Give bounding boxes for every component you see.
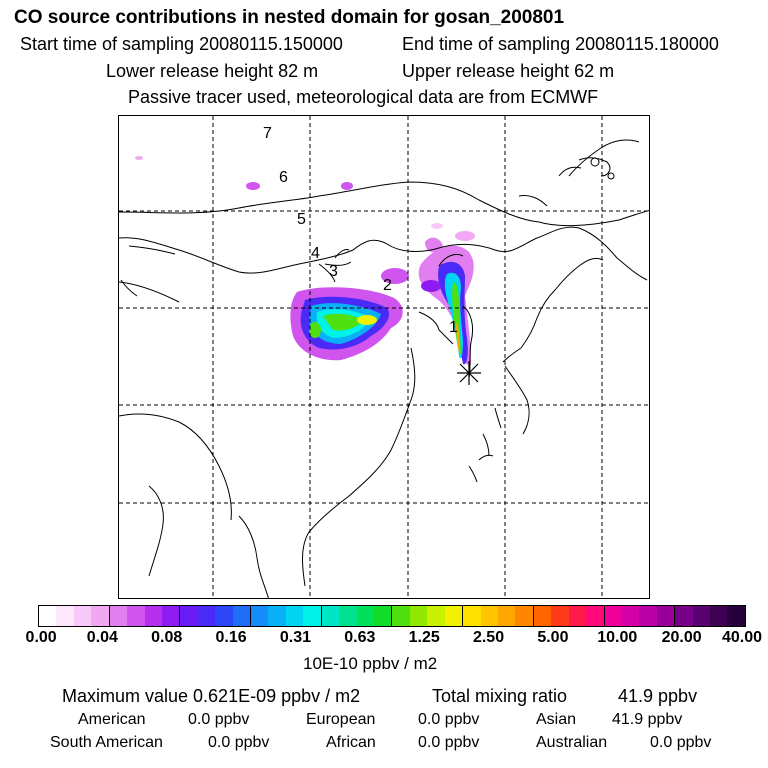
colorbar-tick-labels: 0.00 0.04 0.08 0.16 0.31 0.63 1.25 2.50 5.00 10.0… — [0, 629, 768, 649]
colorbar-segment — [127, 606, 145, 626]
colorbar-segment — [356, 606, 375, 626]
colorbar-tick-label: 0.31 — [279, 629, 312, 646]
trajectory-labels: 7 6 5 4 3 2 1 — [263, 125, 458, 336]
station-asterisk-icon — [457, 361, 481, 385]
contribution-value: 41.9 ppbv — [612, 711, 683, 728]
trajectory-label-7: 7 — [263, 125, 272, 142]
map-canvas: 7 6 5 4 3 2 1 — [119, 116, 649, 598]
total-mixing-ratio-value: 41.9 ppbv — [618, 686, 698, 706]
end-time-label: End time of sampling 20080115.180000 — [402, 34, 719, 54]
colorbar-segment — [303, 606, 321, 626]
colorbar-tick-label: 40.00 — [721, 629, 763, 646]
colorbar-segment — [568, 606, 587, 626]
colorbar-segment — [532, 606, 552, 626]
colorbar-tick-label: 1.25 — [408, 629, 440, 646]
colorbar-segment — [692, 606, 711, 626]
colorbar-segment — [727, 606, 745, 626]
colorbar-segment — [144, 606, 162, 626]
graticule — [119, 116, 649, 598]
concentration-field — [135, 156, 475, 365]
colorbar-segment — [586, 606, 604, 626]
colorbar-segment — [639, 606, 657, 626]
colorbar-segment — [108, 606, 128, 626]
colorbar-segment — [515, 606, 533, 626]
colorbar-segment — [603, 606, 622, 626]
contribution-name: European — [306, 711, 376, 728]
colorbar-segment — [215, 606, 233, 626]
trajectory-label-2: 2 — [383, 277, 392, 294]
colorbar-segment — [39, 606, 57, 626]
colorbar-segment — [674, 606, 693, 626]
colorbar-tick-label: 10.00 — [597, 629, 638, 646]
colorbar-segment — [320, 606, 340, 626]
contribution-value: 0.0 ppbv — [188, 711, 250, 728]
colorbar-segment — [56, 606, 74, 626]
colorbar-segment — [710, 606, 728, 626]
colorbar-tick-label: 0.00 — [25, 629, 57, 646]
colorbar-segment — [656, 606, 675, 626]
colorbar-segment — [197, 606, 216, 626]
colorbar-segment — [409, 606, 428, 626]
colorbar-segment — [427, 606, 445, 626]
colorbar-segment — [161, 606, 180, 626]
colorbar-tick-label: 20.00 — [661, 629, 702, 646]
start-time-label: Start time of sampling 20080115.150000 — [20, 34, 343, 54]
colorbar-tick-label: 0.04 — [86, 629, 118, 646]
colorbar-segment — [497, 606, 516, 626]
colorbar-tick-label: 0.16 — [215, 629, 247, 646]
contribution-value: 0.0 ppbv — [418, 711, 480, 728]
colorbar-segment — [462, 606, 481, 626]
trajectory-label-1: 1 — [449, 319, 458, 336]
colorbar-segment — [480, 606, 498, 626]
trajectory-label-6: 6 — [279, 169, 288, 186]
colorbar-segment — [621, 606, 640, 626]
total-mixing-ratio-label: Total mixing ratio — [432, 686, 568, 706]
colorbar-unit: 10E-10 ppbv / m2 — [303, 654, 438, 673]
coastlines — [119, 139, 649, 598]
contribution-name: American — [78, 711, 146, 728]
colorbar-tick-label: 5.00 — [537, 629, 569, 646]
lower-release-height-label: Lower release height 82 m — [106, 61, 319, 81]
upper-release-height-label: Upper release height 62 m — [402, 61, 615, 81]
contribution-name: African — [326, 734, 376, 751]
colorbar-segment — [91, 606, 109, 626]
contribution-name: Australian — [536, 734, 608, 751]
contribution-value: 0.0 ppbv — [650, 734, 712, 751]
colorbar-segment — [339, 606, 357, 626]
colorbar-segment — [285, 606, 304, 626]
contribution-value: 0.0 ppbv — [418, 734, 480, 751]
colorbar-segment — [232, 606, 251, 626]
maximum-value-label: Maximum value 0.621E-09 ppbv / m2 — [62, 686, 361, 706]
colorbar-tick-label: 0.08 — [151, 629, 183, 646]
trajectory-label-3: 3 — [329, 263, 338, 280]
colorbar-segment — [391, 606, 410, 626]
tracer-note: Passive tracer used, meteorological data… — [128, 87, 599, 107]
colorbar-segment — [551, 606, 569, 626]
colorbar-segment — [374, 606, 392, 626]
colorbar — [38, 605, 746, 627]
colorbar-segment — [179, 606, 198, 626]
trajectory-label-4: 4 — [311, 245, 320, 262]
colorbar-tick-label: 2.50 — [472, 629, 505, 646]
colorbar-segment — [444, 606, 463, 626]
contribution-name: South American — [50, 734, 163, 751]
colorbar-segment — [73, 606, 92, 626]
map-title: CO source contributions in nested domain… — [14, 7, 565, 28]
contribution-value: 0.0 ppbv — [208, 734, 270, 751]
colorbar-segment — [268, 606, 286, 626]
trajectory-label-5: 5 — [297, 211, 306, 228]
colorbar-tick-label: 0.63 — [344, 629, 376, 646]
colorbar-segment — [250, 606, 269, 626]
map-panel: 7 6 5 4 3 2 1 — [118, 115, 650, 599]
contribution-name: Asian — [536, 711, 577, 728]
